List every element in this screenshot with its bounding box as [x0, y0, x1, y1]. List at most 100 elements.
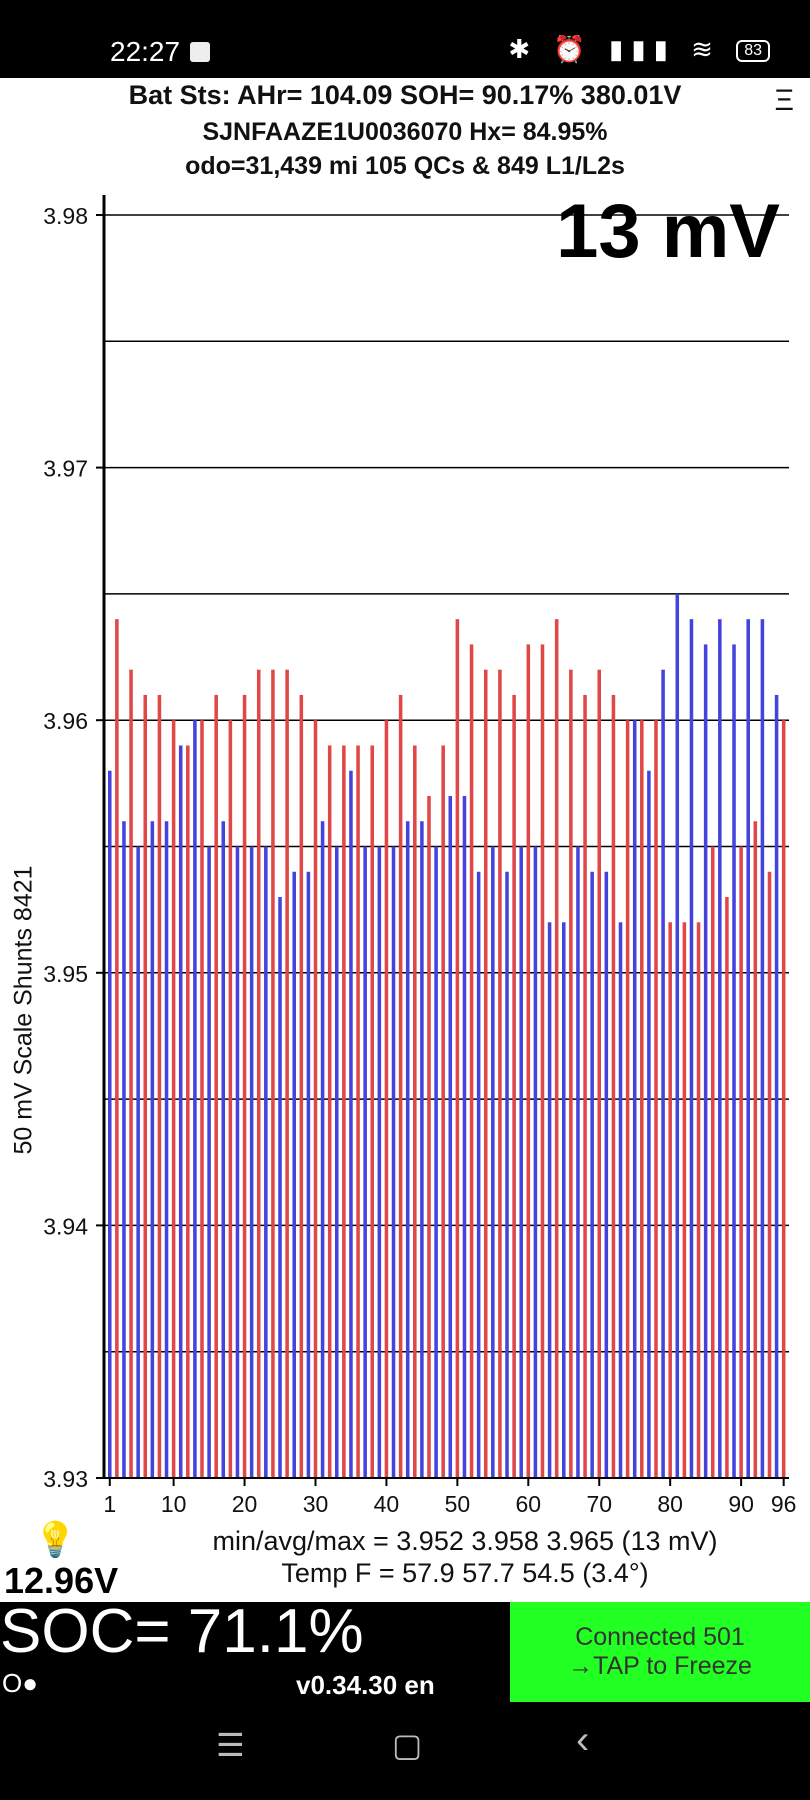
cell-bar — [178, 745, 183, 1478]
navigation-bar: ☰ ▢ ‹ — [0, 1702, 810, 1800]
cell-bar — [540, 644, 545, 1478]
cell-bar — [689, 619, 694, 1478]
odometer-charges-line: odo=31,439 mi 105 QCs & 849 L1/L2s — [185, 152, 625, 180]
cell-bar — [505, 871, 509, 1478]
cell-bar — [115, 619, 119, 1478]
cell-bar — [143, 694, 148, 1478]
cell-bar — [632, 720, 637, 1478]
cell-bar — [774, 694, 779, 1478]
cell-bar — [427, 795, 431, 1478]
cell-bar — [342, 745, 346, 1478]
x-tick-label: 70 — [586, 1491, 612, 1517]
x-tick-label: 80 — [657, 1491, 683, 1517]
cell-bar — [413, 745, 417, 1478]
x-tick-label: 60 — [516, 1491, 542, 1517]
cell-bar — [682, 922, 687, 1478]
cell-bar — [249, 846, 254, 1478]
cell-bar — [526, 644, 531, 1478]
cell-bar — [285, 669, 289, 1478]
x-tick-label: 10 — [161, 1491, 187, 1517]
cell-voltage-chart[interactable]: 3.93 3.94 3.95 3.96 3.97 3.98 1 10 20 30 40 50 60 70 8… — [0, 180, 810, 1520]
x-tick-label: 40 — [374, 1491, 400, 1517]
cell-bar — [746, 619, 750, 1478]
cell-bar — [327, 745, 332, 1478]
version-label: v0.34.30 en — [296, 1670, 435, 1700]
temperature-stats: Temp F = 57.9 57.7 54.5 (3.4°) — [281, 1558, 649, 1588]
cell-bar — [108, 770, 112, 1478]
cell-bar — [739, 846, 743, 1478]
cell-bar — [640, 720, 644, 1478]
status-indicator: O● — [2, 1668, 38, 1698]
cell-bar — [256, 669, 261, 1478]
cell-bar — [604, 871, 609, 1478]
x-tick-label: 90 — [728, 1491, 754, 1517]
cell-bar — [718, 619, 722, 1478]
y-tick-label: 3.97 — [43, 456, 88, 482]
cell-bar — [569, 669, 573, 1478]
cell-bar — [462, 795, 467, 1478]
cell-bar — [647, 770, 651, 1478]
cell-bar — [590, 871, 594, 1478]
cell-bar — [562, 922, 566, 1478]
x-tick-label: 1 — [103, 1491, 116, 1517]
cell-bar — [164, 821, 169, 1478]
cell-bar — [576, 846, 580, 1478]
cell-bar — [547, 922, 552, 1478]
cell-bar — [391, 846, 396, 1478]
cell-bar — [384, 720, 389, 1478]
cell-bar — [370, 745, 375, 1478]
aux-battery-voltage: 12.96V — [4, 1560, 119, 1601]
cell-bar — [356, 745, 360, 1478]
battery-status-line: Bat Sts: AHr= 104.09 SOH= 90.17% 380.01V — [128, 80, 682, 110]
cell-bar — [299, 694, 304, 1478]
y-tick-label: 3.95 — [43, 961, 88, 987]
cell-bar — [420, 821, 424, 1478]
cell-bar — [483, 669, 488, 1478]
cell-bar — [611, 694, 616, 1478]
cell-bar — [455, 619, 460, 1478]
cell-bar — [476, 871, 481, 1478]
y-tick-label: 3.94 — [43, 1213, 88, 1239]
cell-bar — [349, 770, 353, 1478]
cell-bar — [398, 694, 403, 1478]
cell-bar — [157, 694, 162, 1478]
cell-bar — [512, 694, 516, 1478]
cell-bar — [767, 871, 772, 1478]
x-tick-label: 20 — [232, 1491, 258, 1517]
recents-button[interactable]: ☰ — [216, 1727, 245, 1763]
cell-bar — [335, 846, 339, 1478]
cell-bar — [292, 871, 296, 1478]
y-tick-label: 3.93 — [43, 1466, 88, 1492]
cell-bar — [278, 897, 282, 1478]
cell-bar — [625, 720, 630, 1478]
cell-bar — [207, 846, 211, 1478]
voltage-stats: min/avg/max = 3.952 3.958 3.965 (13 mV) — [212, 1526, 718, 1556]
status-bar: 22:27 ✱ ⏰ ▮▮▮ ≋ 83 — [0, 0, 810, 78]
cell-bar — [753, 821, 758, 1478]
menu-icon[interactable]: Ξ — [774, 84, 795, 117]
cell-bar — [221, 821, 226, 1478]
cell-bar — [271, 669, 275, 1478]
bottom-bar: SOC= 71.1% O● v0.34.30 en Connected 501 … — [0, 1597, 810, 1702]
system-status-icons: ✱ ⏰ ▮▮▮ ≋ — [508, 34, 721, 64]
cell-bar — [469, 644, 474, 1478]
vin-health-line: SJNFAAZE1U0036070 Hx= 84.95% — [202, 118, 608, 146]
y-axis-label: 50 mV Scale Shunts 8421 — [9, 865, 38, 1155]
connection-freeze-button[interactable]: Connected 501 →TAP to Freeze — [510, 1602, 810, 1702]
home-button[interactable]: ▢ — [392, 1727, 423, 1763]
back-button[interactable]: ‹ — [576, 1718, 590, 1762]
cell-bar — [136, 846, 140, 1478]
cell-bar — [710, 846, 715, 1478]
cell-bar — [441, 745, 445, 1478]
lightbulb-icon[interactable]: 💡 — [34, 1521, 77, 1559]
cell-bar — [491, 846, 495, 1478]
cell-bar — [171, 720, 176, 1478]
cell-bar — [264, 846, 268, 1478]
cell-bar — [363, 846, 367, 1478]
cell-bar — [696, 922, 701, 1478]
clock: 22:27 — [110, 36, 181, 67]
cell-bar — [760, 619, 765, 1478]
y-tick-label: 3.98 — [43, 203, 88, 229]
connection-status: Connected 501 — [575, 1623, 745, 1651]
freeze-hint: →TAP to Freeze — [568, 1652, 752, 1680]
